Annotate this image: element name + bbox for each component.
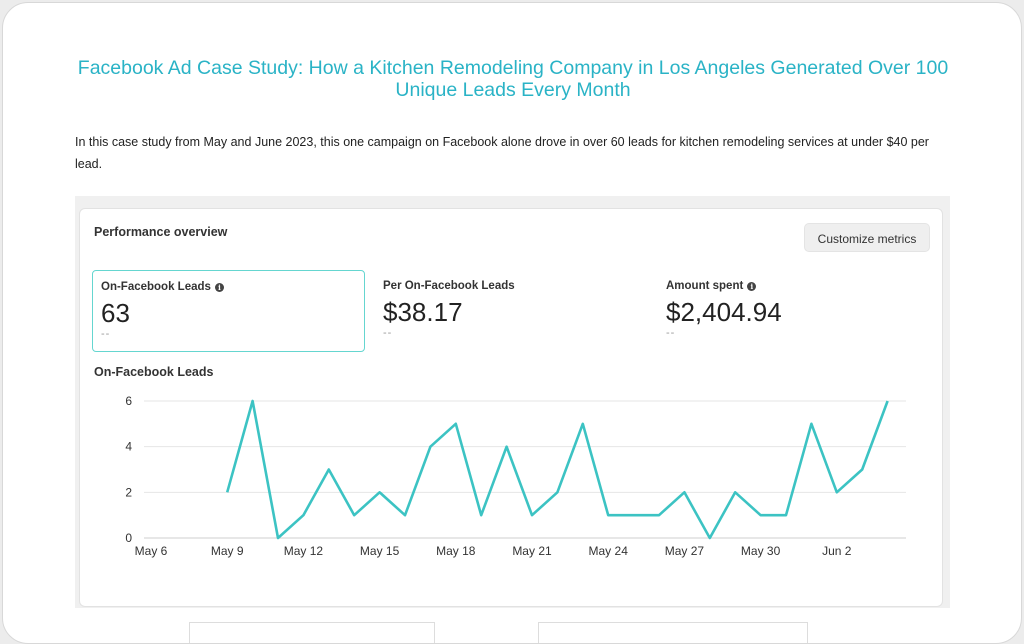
article-title: Facebook Ad Case Study: How a Kitchen Re…	[77, 57, 949, 101]
metric-label: Per On-Facebook Leads	[383, 280, 515, 292]
article-intro: In this case study from May and June 202…	[75, 135, 929, 171]
leads-line-chart: 0 2 4 6 May 6 May 9 May 12 May 15 May 18 May 21 Ma…	[125, 394, 906, 558]
metric-amount-spent[interactable]: Amount spent i $2,404.94 --	[658, 270, 931, 352]
x-tick-label: May 30	[741, 544, 781, 558]
info-icon[interactable]: i	[214, 282, 224, 292]
performance-screenshot: Performance overview Customize metrics O…	[75, 196, 950, 608]
x-tick-label: May 12	[284, 544, 324, 558]
y-tick-label: 2	[125, 485, 132, 499]
metric-compare: --	[101, 328, 111, 340]
y-tick-label: 4	[125, 440, 132, 454]
metric-compare: --	[666, 327, 676, 339]
x-tick-label: May 15	[360, 544, 400, 558]
metric-on-facebook-leads[interactable]: On-Facebook Leads i 63 --	[92, 270, 365, 352]
next-card-right	[538, 622, 808, 643]
info-icon[interactable]: i	[747, 281, 757, 291]
y-tick-label: 0	[125, 531, 132, 545]
next-card-left	[189, 622, 435, 643]
performance-overview-card: Performance overview Customize metrics O…	[79, 208, 943, 607]
metric-value: $2,404.94	[666, 297, 782, 327]
metric-per-on-facebook-leads[interactable]: Per On-Facebook Leads $38.17 --	[375, 270, 648, 352]
y-tick-label: 6	[125, 394, 132, 408]
x-tick-label: May 24	[589, 544, 629, 558]
metric-label: On-Facebook Leads	[101, 281, 211, 293]
x-tick-label: May 9	[211, 544, 244, 558]
metric-value: 63	[101, 298, 130, 328]
metric-value: $38.17	[383, 297, 463, 327]
metric-compare: --	[383, 327, 393, 339]
chart-title: On-Facebook Leads	[94, 365, 214, 379]
metric-label: Amount spent	[666, 280, 744, 292]
x-tick-label: May 21	[512, 544, 552, 558]
x-tick-label: May 27	[665, 544, 705, 558]
series-line	[225, 399, 889, 540]
customize-metrics-button[interactable]: Customize metrics	[804, 223, 930, 252]
x-tick-label: Jun 2	[822, 544, 852, 558]
x-tick-label: May 18	[436, 544, 476, 558]
x-tick-label: May 6	[135, 544, 168, 558]
performance-overview-title: Performance overview	[94, 225, 228, 239]
